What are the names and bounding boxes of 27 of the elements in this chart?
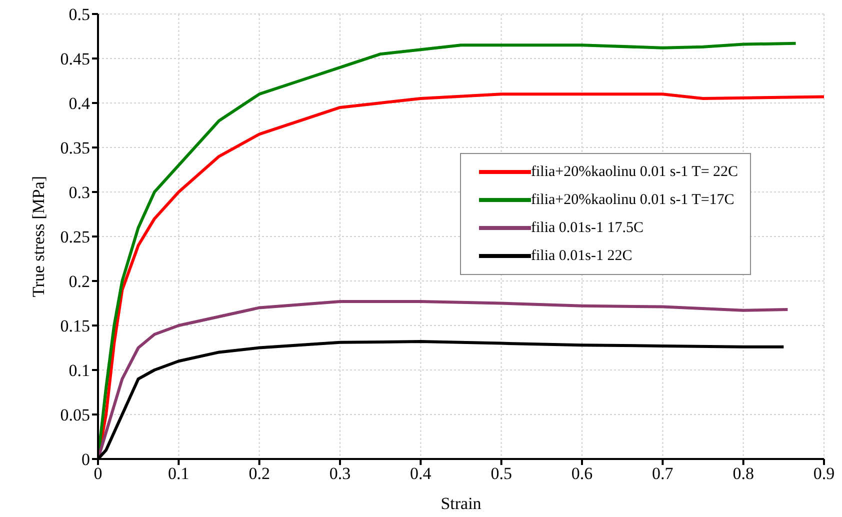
y-tick-label: 0.35 xyxy=(60,138,90,158)
y-tick-label: 0.5 xyxy=(68,5,90,24)
x-tick-label: 0.2 xyxy=(248,464,270,484)
x-tick-label: 0 xyxy=(94,464,102,484)
y-tick-label: 0.4 xyxy=(68,94,90,114)
y-tick-label: 0.2 xyxy=(68,272,90,292)
x-tick-label: 0.9 xyxy=(813,464,835,484)
x-tick-label: 0.5 xyxy=(490,464,512,484)
legend-label: filia+20%kaolinu 0.01 s-1 T=17C xyxy=(531,192,734,208)
legend-label: filia+20%kaolinu 0.01 s-1 T= 22C xyxy=(531,164,738,180)
legend-label: filia 0.01s-1 22C xyxy=(531,248,632,264)
x-tick-label: 0.8 xyxy=(732,464,754,484)
y-tick-label: 0.1 xyxy=(68,361,90,380)
legend-label: filia 0.01s-1 17.5C xyxy=(531,220,644,236)
y-tick-label: 0 xyxy=(82,450,90,470)
x-tick-label: 0.3 xyxy=(329,464,351,484)
x-tick-label: 0.7 xyxy=(652,464,674,484)
x-axis-title: Strain xyxy=(440,494,482,513)
y-tick-label: 0.25 xyxy=(60,228,90,247)
y-axis-title: True stress [MPa] xyxy=(29,176,48,298)
y-tick-label: 0.3 xyxy=(68,183,90,202)
y-tick-label: 0.05 xyxy=(60,406,90,425)
x-tick-label: 0.6 xyxy=(571,464,593,484)
y-tick-label: 0.15 xyxy=(60,316,90,336)
y-tick-label: 0.45 xyxy=(60,50,90,69)
x-tick-label: 0.4 xyxy=(410,464,432,484)
x-tick-label: 0.1 xyxy=(168,464,190,484)
